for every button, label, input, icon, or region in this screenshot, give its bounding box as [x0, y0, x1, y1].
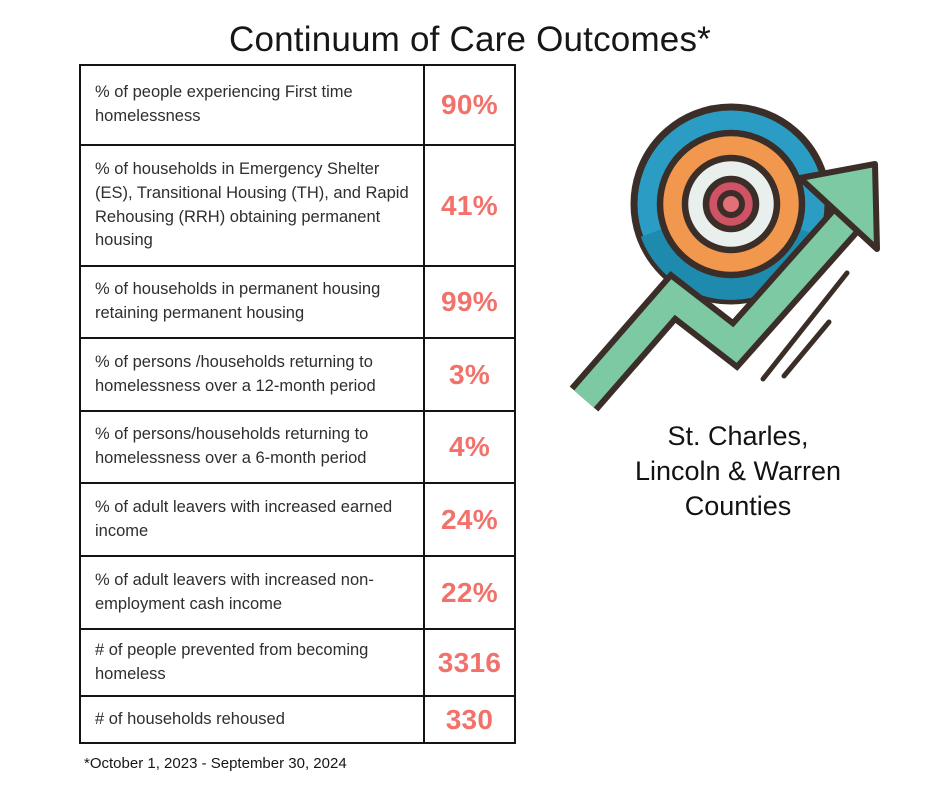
- metric-value-cell: 41%: [441, 189, 498, 221]
- metric-label-cell: % of persons /households returning to ho…: [81, 339, 425, 410]
- metric-value-cell: 90%: [441, 89, 498, 120]
- arrow-shaft: [574, 209, 858, 408]
- page-title: Continuum of Care Outcomes*: [228, 20, 711, 59]
- metric-value-cell: 4%: [448, 431, 491, 462]
- metric-label-cell: # of households rehoused: [81, 697, 425, 742]
- region-label-line: Counties: [684, 491, 792, 521]
- metric-value-cell: 3%: [448, 358, 491, 390]
- growth-arrow-icon: [569, 161, 880, 412]
- table-row: % of persons/households returning to hom…: [81, 412, 514, 484]
- metric-value-cell: 3316: [437, 646, 502, 678]
- speed-lines-icon: [760, 270, 850, 382]
- table-row: % of adult leavers with increased earned…: [81, 484, 514, 557]
- table-row: % of adult leavers with increased non-em…: [81, 557, 514, 630]
- outcomes-table: % of people experiencing First time home…: [79, 64, 516, 744]
- metric-value-cell: 99%: [441, 286, 498, 317]
- metric-label-cell: % of people experiencing First time home…: [81, 66, 425, 144]
- metric-value-cell: 330: [445, 703, 494, 735]
- arrow-head: [797, 161, 880, 252]
- footnote: *October 1, 2023 - September 30, 2024: [84, 755, 347, 772]
- metric-value-cell: 22%: [441, 576, 498, 608]
- table-row: % of people experiencing First time home…: [81, 66, 514, 146]
- table-row: % of households in Emergency Shelter (ES…: [81, 146, 514, 267]
- table-row: % of persons /households returning to ho…: [81, 339, 514, 412]
- metric-label-cell: % of adult leavers with increased non-em…: [81, 557, 425, 628]
- metric-value-cell: 24%: [441, 503, 498, 535]
- region-label-line: Lincoln & Warren: [634, 456, 842, 486]
- speed-line-short: [781, 319, 832, 379]
- speed-line-long: [760, 270, 850, 382]
- metric-label-cell: % of persons/households returning to hom…: [81, 412, 425, 482]
- region-label: St. Charles, Lincoln & Warren Counties: [588, 419, 888, 524]
- table-row: % of households in permanent housing ret…: [81, 267, 514, 339]
- metric-label-cell: % of households in Emergency Shelter (ES…: [81, 146, 425, 265]
- table-row: # of people prevented from becoming home…: [81, 630, 514, 697]
- target-arrow-illustration: [569, 103, 880, 412]
- region-label-line: St. Charles,: [667, 421, 809, 451]
- metric-label-cell: # of people prevented from becoming home…: [81, 630, 425, 695]
- bullseye-target-icon: [630, 103, 832, 305]
- target-bullseye-center: [717, 190, 745, 218]
- metric-label-cell: % of adult leavers with increased earned…: [81, 484, 425, 555]
- table-row: # of households rehoused 330: [81, 697, 514, 742]
- metric-label-cell: % of households in permanent housing ret…: [81, 267, 425, 337]
